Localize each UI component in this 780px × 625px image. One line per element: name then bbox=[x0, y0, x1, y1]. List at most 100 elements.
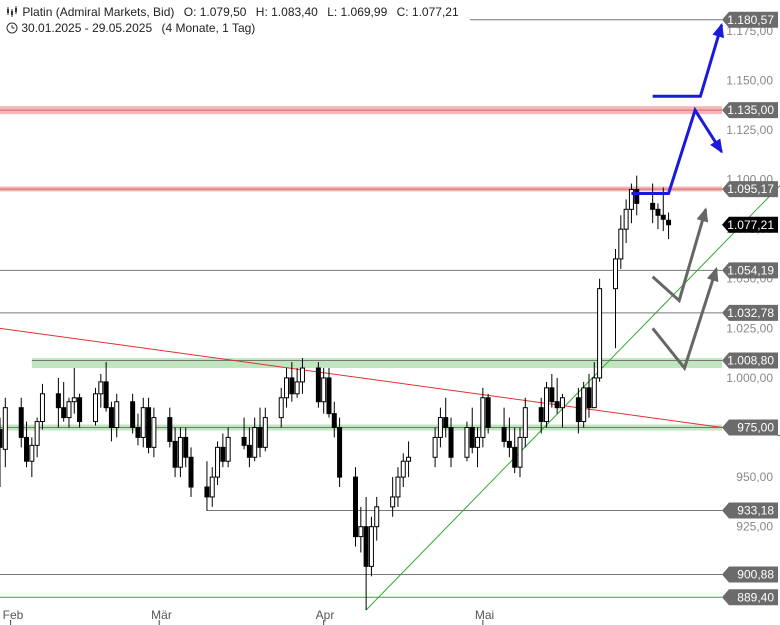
candle bbox=[581, 381, 587, 428]
candle bbox=[618, 215, 624, 269]
candle bbox=[353, 467, 359, 547]
candle bbox=[538, 397, 544, 434]
candle bbox=[167, 407, 173, 448]
candle-body bbox=[501, 427, 507, 442]
candle-body bbox=[108, 407, 114, 429]
candle bbox=[613, 248, 619, 349]
candle bbox=[512, 427, 518, 474]
candle bbox=[183, 427, 189, 468]
candle bbox=[77, 393, 83, 428]
gray-scenario-arrow-1 bbox=[651, 208, 708, 304]
candle-body bbox=[294, 381, 300, 395]
candle-body bbox=[575, 397, 581, 423]
candle bbox=[294, 368, 300, 398]
candle bbox=[597, 278, 603, 382]
candle-body bbox=[188, 456, 194, 488]
level-label-bg bbox=[722, 262, 778, 279]
candle-body bbox=[363, 526, 369, 567]
candle-body bbox=[395, 476, 401, 498]
chart-bars-icon bbox=[6, 5, 22, 19]
instrument-name: Platin (Admiral Markets, Bid) bbox=[22, 5, 175, 19]
candle bbox=[93, 387, 99, 426]
high-value: H: 1.083,40 bbox=[255, 5, 318, 19]
candle bbox=[209, 467, 215, 507]
candle bbox=[61, 381, 67, 422]
candle-body bbox=[623, 208, 629, 230]
candle bbox=[321, 368, 327, 414]
candle bbox=[666, 212, 672, 240]
blue-scenario-arrow-1 bbox=[631, 106, 723, 195]
candle-body bbox=[93, 393, 99, 423]
level-label: 889,40 bbox=[737, 590, 774, 604]
candle-body bbox=[0, 428, 3, 448]
candle bbox=[172, 427, 178, 478]
candle bbox=[257, 407, 263, 458]
x-tick-label: Feb bbox=[3, 608, 24, 622]
level-label: 1.032,78 bbox=[727, 306, 774, 320]
candle-body bbox=[464, 427, 470, 458]
candle-body bbox=[390, 496, 396, 508]
candle bbox=[315, 362, 321, 408]
candle-body bbox=[400, 460, 406, 478]
candle bbox=[331, 401, 337, 438]
candle-body bbox=[485, 397, 491, 429]
level-label-bg bbox=[722, 11, 778, 28]
candle bbox=[554, 377, 560, 414]
level-label-bg bbox=[722, 566, 778, 583]
candle bbox=[18, 397, 24, 448]
candle-body bbox=[406, 456, 412, 462]
candle-body bbox=[146, 407, 152, 448]
candle bbox=[358, 506, 364, 553]
candle bbox=[204, 461, 210, 511]
date-range: 30.01.2025 - 29.05.2025 bbox=[21, 21, 153, 35]
candle bbox=[246, 427, 252, 468]
y-tick-label: 925,00 bbox=[736, 520, 773, 534]
candle bbox=[140, 397, 146, 448]
candle bbox=[146, 397, 152, 454]
candle-body bbox=[98, 381, 104, 395]
uptrend-line bbox=[365, 185, 780, 611]
candle-body bbox=[284, 377, 290, 399]
candle-body bbox=[337, 427, 343, 478]
candle-body bbox=[475, 436, 481, 448]
candle-body bbox=[177, 436, 183, 468]
candle-body bbox=[151, 417, 157, 448]
gray-scenario-arrow-2-arrowhead bbox=[706, 266, 719, 283]
candle-body bbox=[315, 367, 321, 403]
candle-body bbox=[581, 387, 587, 423]
candle-body bbox=[246, 444, 252, 458]
candle-body bbox=[326, 377, 332, 415]
candle-body bbox=[628, 188, 634, 210]
candle-body bbox=[66, 401, 72, 419]
candle bbox=[485, 393, 491, 434]
candle-body bbox=[432, 436, 438, 458]
level-label: 1.135,00 bbox=[727, 103, 774, 117]
candle bbox=[464, 421, 470, 462]
candle-body bbox=[512, 446, 518, 468]
candle-body bbox=[39, 393, 45, 423]
candle-body bbox=[18, 407, 24, 438]
level-label: 1.054,19 bbox=[727, 263, 774, 277]
x-axis: Feb Mär Apr Mai bbox=[3, 608, 494, 625]
candle bbox=[522, 397, 528, 448]
candle-body bbox=[374, 506, 380, 528]
candle-body bbox=[135, 427, 141, 438]
candle bbox=[55, 377, 61, 428]
candle-body bbox=[55, 393, 61, 409]
y-tick-label: 1.125,00 bbox=[726, 123, 773, 137]
candle-body bbox=[554, 401, 560, 409]
chart-header-line-1: Platin (Admiral Markets, Bid) O: 1.079,5… bbox=[6, 5, 459, 19]
candle-body bbox=[299, 367, 305, 383]
x-tick-label: Mai bbox=[475, 608, 494, 622]
candle-body bbox=[130, 401, 136, 429]
y-tick-label: 1.000,00 bbox=[726, 371, 773, 385]
candle-body bbox=[559, 397, 565, 409]
blue-scenario-arrow-2-arrowhead bbox=[712, 22, 724, 39]
clock-icon bbox=[6, 21, 21, 35]
candle bbox=[289, 362, 295, 402]
candle-body bbox=[71, 397, 77, 403]
candle bbox=[628, 183, 634, 224]
candle-body bbox=[77, 397, 83, 423]
candle-body bbox=[549, 387, 555, 403]
